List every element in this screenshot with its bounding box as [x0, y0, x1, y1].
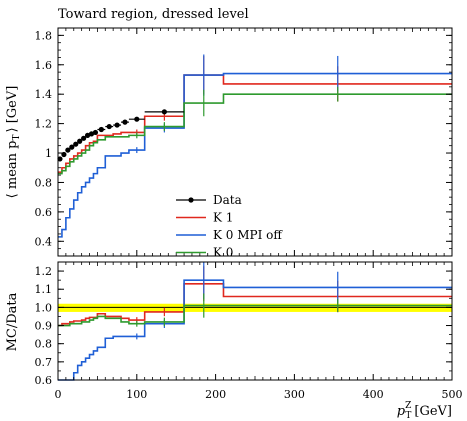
main-plot-frame — [57, 27, 453, 257]
series-line-k-0-mpi-off — [58, 72, 452, 238]
data-point — [77, 138, 83, 144]
y-tick-label: 1.6 — [35, 59, 53, 72]
ratio-y-tick-label: 0.7 — [35, 356, 53, 369]
legend-item-k-1: K 1 — [176, 211, 233, 225]
legend-marker — [188, 197, 194, 203]
legend-item-k-0-mpi-off: K 0 MPI off — [176, 228, 283, 242]
legend-item-k-0: K 0 — [176, 246, 233, 260]
data-point — [106, 123, 112, 130]
x-axis-label: pZ T [GeV] — [397, 401, 452, 421]
data-point — [73, 141, 79, 147]
y-tick-label: 1 — [45, 147, 52, 160]
data-point — [69, 144, 75, 150]
legend-label: K 0 MPI off — [213, 228, 283, 242]
data-point — [92, 129, 99, 136]
y-tick-label: 1.4 — [35, 88, 53, 101]
data-point — [98, 126, 104, 133]
y-tick-label: 0.4 — [35, 235, 53, 248]
y-tick-label: 1.2 — [35, 118, 53, 131]
ratio-line-k-0 — [58, 304, 452, 327]
ratio-plot-frame — [57, 261, 453, 381]
ratio-y-tick-label: 0.8 — [35, 338, 53, 351]
legend-label: K 0 — [213, 246, 233, 260]
data-point — [114, 122, 120, 128]
main-plot: 0.4 0.6 0.8 1 1.2 1.4 1.6 1.8 — [35, 27, 453, 257]
x-tick-label: 100 — [126, 388, 147, 401]
data-point — [88, 131, 95, 137]
data-point — [84, 132, 91, 138]
series-line-k-0 — [58, 93, 452, 175]
ratio-line-k-1 — [58, 282, 452, 327]
data-point — [134, 116, 140, 122]
x-tick-label: 200 — [205, 388, 226, 401]
chart-title: Toward region, dressed level — [58, 7, 249, 22]
ratio-plot: 0 100 200 300 400 500 0.6 0.7 0.8 0.9 1.0 1.1 1.2 — [35, 261, 463, 401]
x-tick-label: 0 — [55, 388, 62, 401]
x-tick-label: 500 — [442, 388, 463, 401]
ratio-y-tick-label: 1.0 — [35, 301, 53, 314]
ratio-y-tick-label: 1.2 — [35, 265, 53, 278]
legend-label: K 1 — [213, 211, 233, 225]
legend-item-data: Data — [176, 193, 242, 207]
y-tick-label: 1.8 — [35, 29, 53, 42]
data-point — [161, 109, 167, 115]
data-point — [122, 119, 128, 125]
ratio-line-k-0-mpi-off — [58, 279, 452, 381]
ratio-y-tick-label: 1.1 — [35, 283, 53, 296]
data-point — [81, 135, 87, 141]
data-point — [65, 147, 71, 153]
y-tick-label: 0.8 — [35, 176, 53, 189]
y-axis-label-main: ⟨ mean pT⟩ [GeV] — [5, 86, 22, 199]
y-tick-label: 0.6 — [35, 206, 53, 219]
ratio-y-tick-label: 0.9 — [35, 320, 53, 333]
x-tick-label: 400 — [363, 388, 384, 401]
legend-label: Data — [213, 193, 242, 207]
x-tick-label: 300 — [284, 388, 305, 401]
ratio-y-tick-label: 0.6 — [35, 374, 53, 387]
legend: Data K 1 K 0 MPI off K 0 — [176, 193, 283, 260]
y-axis-label-ratio: MC/Data — [5, 292, 20, 351]
